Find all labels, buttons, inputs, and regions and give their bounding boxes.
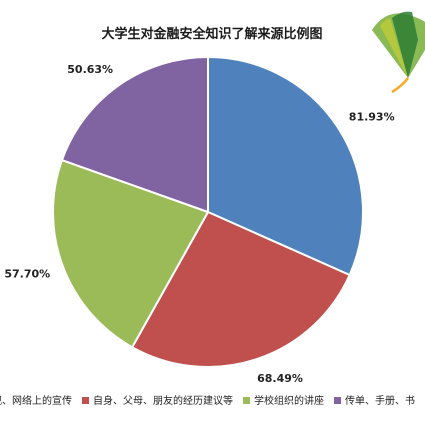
chart-title: 大学生对金融安全知识了解来源比例图 (101, 26, 322, 42)
legend-swatch (334, 397, 341, 404)
data-label: 57.70% (4, 268, 50, 281)
legend-label: 学校组织的讲座 (254, 394, 324, 407)
legend-item: 自身、父母、朋友的经历建议等 (82, 394, 233, 407)
legend: 视、网络上的宣传 自身、父母、朋友的经历建议等 学校组织的讲座 传单、手册、书 (0, 394, 415, 407)
legend-item: 传单、手册、书 (334, 394, 415, 407)
legend-label: 视、网络上的宣传 (0, 394, 72, 407)
legend-item: 学校组织的讲座 (243, 394, 324, 407)
data-label: 50.63% (67, 63, 113, 76)
pie-slices (52, 55, 364, 368)
pie-slice (60, 55, 209, 214)
pie-slice (52, 158, 210, 349)
ginkgo-leaf-icon (372, 11, 425, 94)
legend-swatch (243, 397, 250, 404)
pie-slice (207, 55, 364, 277)
legend-swatch (82, 397, 89, 404)
legend-label: 传单、手册、书 (345, 394, 415, 407)
data-labels: 81.93% 68.49% 57.70% 50.63% (4, 63, 394, 385)
legend-item: 视、网络上的宣传 (0, 394, 72, 407)
data-label: 68.49% (257, 372, 303, 385)
legend-label: 自身、父母、朋友的经历建议等 (93, 394, 233, 407)
data-label: 81.93% (349, 111, 395, 124)
